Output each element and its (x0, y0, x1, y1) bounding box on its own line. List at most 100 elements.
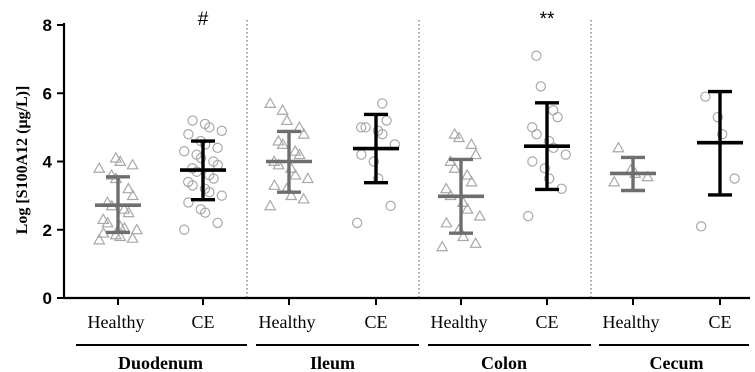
plot-area: 0 2 4 6 8 Healthy CE Duodenum Healthy CE Ileum Heal… (43, 9, 750, 372)
category-label: CE (191, 312, 214, 332)
segment-label: Cecum (650, 353, 704, 372)
data-point-triangle (263, 199, 277, 211)
data-point-triangle (113, 230, 127, 242)
data-point-triangle (272, 158, 285, 170)
data-point-triangle (92, 161, 106, 173)
data-point-circle (729, 173, 740, 184)
data-point-circle (560, 149, 572, 160)
data-point-triangle (288, 144, 302, 156)
data-point-circle (195, 204, 206, 215)
significance-marker: # (198, 9, 209, 30)
data-point-triangle (92, 233, 106, 245)
data-point-circle (178, 146, 190, 157)
data-point-circle (696, 221, 707, 232)
data-point-circle (717, 128, 728, 140)
category-label: Healthy (431, 312, 488, 332)
data-point-circle (539, 163, 551, 174)
data-point-triangle (117, 202, 131, 214)
data-point-circle (360, 122, 371, 133)
y-tick-label: 0 (43, 289, 52, 308)
data-point-triangle (96, 213, 110, 225)
data-point-triangle (607, 175, 621, 187)
data-point-circle (712, 111, 724, 123)
data-point-circle (527, 122, 538, 133)
data-point-circle (216, 190, 227, 201)
data-point-circle (208, 156, 219, 167)
data-point-circle (531, 50, 542, 61)
category-label: CE (535, 312, 558, 332)
data-point-triangle (101, 216, 114, 228)
data-point-circle (544, 173, 555, 184)
data-point-triangle (448, 127, 461, 139)
data-point-circle (368, 156, 379, 167)
data-point-triangle (461, 202, 474, 214)
data-point-triangle (473, 209, 487, 221)
data-point-circle (178, 224, 190, 235)
data-point-triangle (126, 189, 140, 201)
data-point-circle (385, 200, 396, 212)
data-point-triangle (105, 168, 118, 180)
data-point-triangle (469, 236, 482, 248)
data-point-circle (216, 125, 227, 136)
significance-marker: ** (540, 9, 555, 30)
data-point-circle (535, 81, 547, 92)
data-point-circle (183, 197, 194, 208)
data-point-triangle (276, 138, 290, 149)
data-point-triangle (293, 148, 306, 160)
data-point-circle (527, 156, 538, 167)
data-point-triangle (469, 148, 483, 160)
data-point-triangle (130, 223, 144, 235)
data-point-triangle (280, 114, 294, 126)
data-point-triangle (109, 151, 123, 163)
data-point-triangle (301, 172, 315, 184)
data-point-triangle (272, 134, 285, 146)
data-point-triangle (448, 161, 462, 173)
data-point-circle (182, 176, 194, 188)
data-point-circle (523, 210, 534, 222)
data-point-triangle (109, 228, 123, 240)
data-point-triangle (612, 141, 625, 153)
category-label: CE (708, 312, 731, 332)
data-point-circle (187, 115, 198, 126)
category-label: CE (364, 312, 387, 332)
data-point-circle (531, 128, 542, 140)
data-point-circle (352, 217, 363, 229)
y-tick-label: 8 (43, 16, 52, 35)
y-tick-label: 2 (43, 221, 52, 240)
data-point-triangle (126, 231, 139, 243)
data-point-triangle (122, 182, 135, 194)
data-point-triangle (439, 182, 453, 194)
segment-label: Duodenum (118, 353, 203, 372)
data-point-circle (199, 183, 211, 194)
segment-label: Ileum (310, 353, 355, 372)
data-point-triangle (465, 175, 478, 187)
data-point-triangle (113, 155, 127, 166)
data-point-triangle (297, 127, 311, 139)
y-tick-label: 4 (43, 153, 53, 172)
data-point-triangle (641, 170, 654, 182)
category-label: Healthy (603, 312, 660, 332)
data-point-circle (548, 105, 559, 116)
data-point-triangle (284, 189, 298, 201)
data-point-triangle (435, 240, 449, 252)
data-point-triangle (460, 168, 474, 180)
data-point-circle (356, 149, 367, 160)
data-point-circle (356, 122, 367, 133)
data-point-circle (183, 128, 194, 140)
data-point-circle (372, 125, 384, 136)
data-point-triangle (268, 178, 281, 190)
data-point-circle (552, 111, 563, 123)
y-axis-label: Log [S100A12 (μg/L)] (14, 86, 31, 235)
data-point-circle (199, 118, 211, 130)
data-point-triangle (126, 158, 139, 170)
data-point-circle (191, 149, 202, 160)
data-point-triangle (289, 168, 302, 180)
category-label: Healthy (259, 312, 316, 332)
data-point-circle (212, 217, 223, 229)
data-point-triangle (456, 230, 470, 242)
data-point-triangle (297, 192, 310, 204)
data-point-circle (700, 91, 711, 102)
data-point-triangle (465, 138, 478, 149)
data-point-circle (381, 115, 392, 126)
